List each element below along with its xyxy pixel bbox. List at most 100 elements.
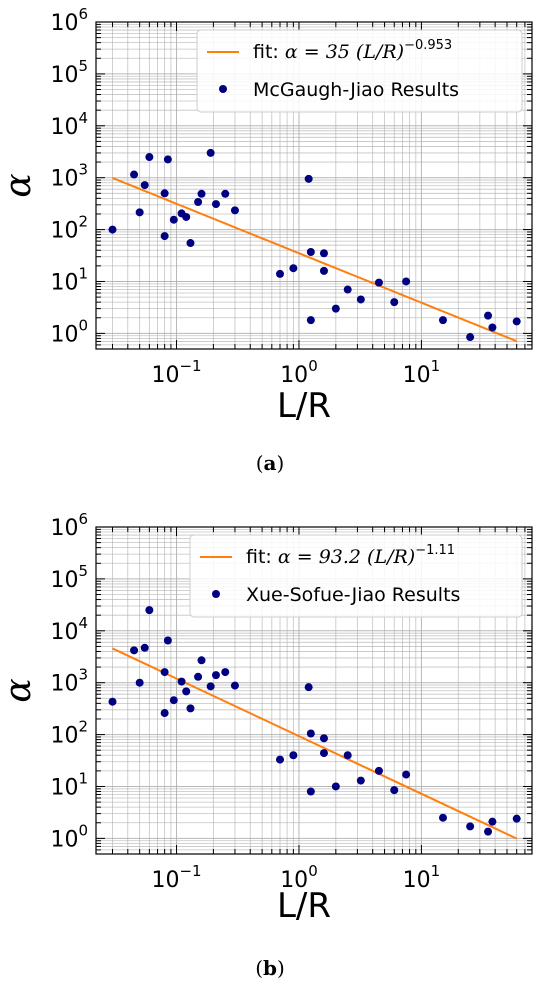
- data-point: [221, 189, 230, 198]
- data-point: [186, 239, 195, 248]
- data-point: [438, 316, 447, 325]
- data-point: [390, 786, 399, 795]
- data-point: [186, 704, 195, 713]
- x-tick-label: 100: [280, 862, 318, 893]
- data-point: [512, 814, 521, 823]
- y-tick-label: 100: [50, 821, 88, 852]
- legend: fit: α = 93.2 (L/R)−1.11 Xue-Sofue-Jiao R…: [189, 534, 523, 618]
- data-points: [108, 148, 521, 342]
- data-point: [194, 672, 203, 681]
- x-tick-label: 101: [403, 862, 441, 893]
- data-point: [163, 636, 172, 645]
- plot-frame: [95, 21, 533, 350]
- data-point: [230, 206, 239, 215]
- data-point: [276, 269, 284, 278]
- y-axis-title: α: [0, 678, 39, 702]
- legend-fit-label: fit: α = 35 (L/R)−0.953: [253, 38, 452, 63]
- panel-caption: (b): [255, 956, 285, 980]
- x-tick-label: 100: [280, 357, 318, 388]
- y-tick-label: 102: [50, 718, 88, 749]
- y-tick-label: 101: [50, 264, 88, 295]
- data-point: [343, 751, 352, 760]
- y-tick-label: 103: [50, 666, 88, 697]
- data-point: [466, 333, 475, 342]
- data-point: [197, 656, 206, 665]
- data-point: [306, 316, 315, 325]
- data-point: [484, 827, 493, 836]
- data-point: [160, 189, 169, 198]
- data-point: [135, 678, 144, 687]
- data-point: [319, 249, 328, 258]
- data-point: [108, 225, 117, 234]
- legend-series-label: Xue-Sofue-Jiao Results: [246, 584, 460, 606]
- data-point: [197, 189, 206, 198]
- chart-panel-b: 10−1 100 101 100 101 102 103 104 105 106 L/R α fit: …: [0, 510, 533, 926]
- chart-panel-a: 10−1 100 101 100 101 102 103 104 105 106 L/R α fit: …: [0, 5, 533, 426]
- data-point: [276, 755, 284, 764]
- data-point: [343, 285, 352, 294]
- data-point: [304, 174, 313, 183]
- axis-ticks: [96, 526, 533, 855]
- data-point: [289, 264, 298, 273]
- data-point: [160, 668, 169, 677]
- y-tick-label: 105: [50, 562, 88, 593]
- data-point: [182, 212, 191, 221]
- data-point: [402, 770, 411, 779]
- data-point: [319, 734, 328, 743]
- data-point: [319, 266, 328, 275]
- y-axis-title: α: [0, 173, 39, 197]
- data-point: [221, 668, 230, 677]
- legend-box: [196, 29, 523, 113]
- data-point: [466, 822, 475, 831]
- data-point: [206, 148, 215, 157]
- data-point: [484, 311, 493, 320]
- data-point: [135, 208, 144, 217]
- data-point: [194, 198, 203, 206]
- data-point: [169, 696, 178, 705]
- data-point: [306, 247, 315, 256]
- data-point: [177, 677, 186, 686]
- data-point: [108, 697, 117, 706]
- data-point: [182, 687, 191, 696]
- data-point: [402, 277, 411, 286]
- data-point: [319, 749, 328, 758]
- x-axis-title: L/R: [277, 886, 331, 926]
- data-point: [130, 646, 139, 655]
- data-point: [356, 776, 365, 785]
- data-point: [374, 278, 383, 287]
- fit-line: [112, 177, 518, 343]
- data-point: [230, 681, 239, 690]
- x-tick-label: 101: [403, 357, 441, 388]
- data-points: [108, 606, 521, 836]
- y-tick-label: 100: [50, 316, 88, 347]
- y-tick-label: 105: [50, 57, 88, 88]
- data-point: [488, 817, 497, 826]
- data-point: [306, 787, 315, 796]
- data-point: [140, 181, 149, 190]
- data-point: [331, 782, 340, 791]
- data-point: [160, 709, 169, 718]
- data-point: [512, 317, 521, 326]
- y-tick-label: 104: [50, 614, 88, 645]
- data-point: [390, 298, 399, 307]
- x-tick-label: 10−1: [151, 862, 201, 893]
- legend-points-swatch: [219, 85, 227, 93]
- data-point: [438, 813, 447, 822]
- legend-fit-label: fit: α = 93.2 (L/R)−1.11: [246, 543, 455, 568]
- data-point: [306, 729, 315, 738]
- x-axis-title: L/R: [277, 386, 331, 426]
- data-point: [211, 200, 220, 209]
- data-point: [488, 323, 497, 332]
- y-tick-label: 106: [50, 510, 88, 541]
- legend-box: [189, 534, 523, 618]
- data-point: [160, 232, 169, 241]
- legend: fit: α = 35 (L/R)−0.953 McGaugh-Jiao Resu…: [196, 29, 523, 113]
- legend-points-swatch: [212, 590, 220, 598]
- data-point: [130, 170, 139, 179]
- plot-frame: [95, 526, 533, 855]
- data-point: [374, 766, 383, 775]
- x-tick-label: 10−1: [151, 357, 201, 388]
- data-point: [140, 643, 149, 652]
- data-point: [331, 304, 340, 313]
